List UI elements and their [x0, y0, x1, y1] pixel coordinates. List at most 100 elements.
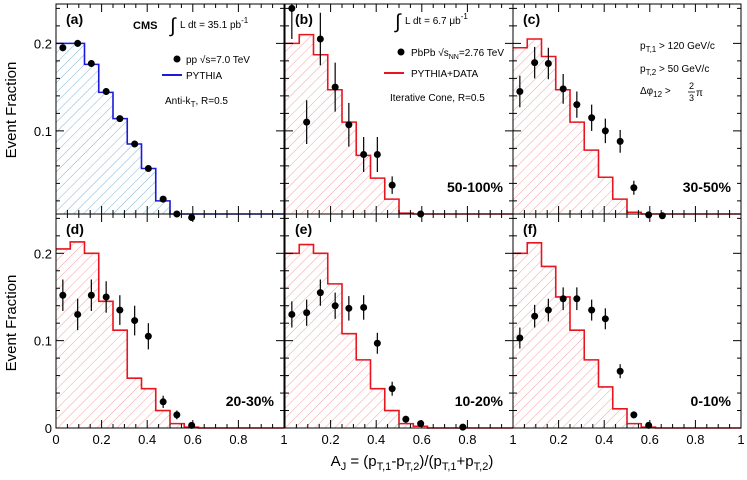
- algorithm-label-antikt: Anti-kT, R=0.5: [165, 96, 228, 109]
- x-tick-label: 0: [52, 432, 59, 447]
- x-tick-label: 1: [280, 432, 287, 447]
- mc-histogram-fill: [56, 43, 284, 214]
- x-tick-label: 0.2: [93, 432, 111, 447]
- annotations-panel-b: ∫ L dt = 6.7 μb-1 PbPb √sNN=2.76 TeV PYT…: [384, 11, 504, 104]
- data-point: [544, 306, 552, 314]
- centrality-label: 20-30%: [226, 393, 275, 409]
- mc-histogram-fill: [513, 242, 741, 428]
- data-point: [388, 181, 396, 189]
- cut-leading-jet-pt: pT,1 > 120 GeV/c: [640, 41, 715, 54]
- x-tick-label: 0.8: [229, 432, 247, 447]
- x-tick-label: 0.6: [184, 432, 202, 447]
- y-axis-label: Event Fraction: [3, 62, 20, 159]
- cut-delta-phi-fraction-den: 3: [689, 93, 694, 103]
- data-point: [303, 309, 311, 317]
- panel-label: (f): [523, 221, 537, 237]
- data-point: [331, 83, 339, 91]
- panel-a: 0.1 0.2 (a): [34, 3, 285, 221]
- data-point: [630, 184, 638, 192]
- y-tick-label: 0.2: [34, 36, 52, 51]
- data-point: [345, 121, 353, 129]
- data-point: [360, 303, 368, 311]
- data-point: [87, 60, 95, 67]
- data-point: [74, 310, 82, 318]
- data-point: [87, 291, 95, 299]
- panel-label: (b): [295, 11, 313, 27]
- data-point: [173, 411, 181, 419]
- x-tick-label: 0.6: [413, 432, 431, 447]
- data-point: [645, 211, 653, 219]
- data-point: [102, 293, 110, 301]
- legend-data-marker-pbpb: [397, 48, 405, 56]
- x-tick-label: 0.4: [138, 432, 156, 447]
- panel-e: 0.2 0.4 0.6 0.8 1 (e) 10-20%: [284, 213, 517, 447]
- data-point: [459, 423, 467, 431]
- panel-d: 0 0.1 0.2 0 0.2 0.4 0.6 0.8 1 (d) 20-30%: [34, 213, 288, 447]
- y-tick-label: 0.1: [34, 124, 52, 139]
- data-point: [144, 165, 152, 172]
- data-point: [516, 334, 524, 342]
- data-point: [131, 140, 139, 148]
- x-tick-label: 0.4: [367, 432, 385, 447]
- cut-delta-phi-pi: π: [696, 88, 703, 99]
- luminosity-label-pbpb: L dt = 6.7 μb-1: [405, 12, 468, 27]
- x-axis-title: AJ = (pT,1-pT,2)/(pT,1+pT,2): [331, 453, 494, 473]
- data-point: [388, 385, 396, 393]
- centrality-label: 50-100%: [447, 179, 504, 195]
- x-tick-label: 1: [509, 432, 516, 447]
- data-point: [373, 151, 381, 158]
- y-axis-label-top: Event Fraction: [3, 62, 20, 159]
- data-point: [559, 85, 567, 93]
- y-axis-label-bottom: Event Fraction: [3, 275, 20, 372]
- data-point: [616, 367, 624, 375]
- data-point: [360, 151, 368, 158]
- data-point: [74, 39, 82, 47]
- data-point: [601, 127, 609, 135]
- centrality-label: 10-20%: [455, 393, 504, 409]
- data-point: [159, 398, 167, 406]
- integral-sign: ∫: [169, 15, 177, 37]
- data-point: [345, 304, 353, 312]
- panel-c: (c) 30-50%: [512, 3, 742, 220]
- data-point: [559, 295, 567, 303]
- data-point: [588, 306, 596, 314]
- data-point: [373, 339, 381, 347]
- data-point: [188, 421, 196, 429]
- data-point: [531, 59, 539, 67]
- panel-label: (c): [523, 11, 540, 27]
- data-point: [531, 312, 539, 320]
- mc-histogram-fill: [56, 241, 284, 428]
- data-point: [288, 310, 296, 318]
- data-point: [316, 289, 324, 297]
- mc-histogram-fill: [513, 39, 741, 214]
- panel-f: 0.2 0.4 0.6 0.8 1 (f) 0-10%: [512, 213, 745, 447]
- data-point: [131, 317, 139, 325]
- panel-b: (b) 50-100%: [284, 3, 514, 218]
- annotations-panel-a: CMS ∫ L dt = 35.1 pb-1 pp √s=7.0 TeV PYT…: [133, 15, 250, 109]
- data-point: [159, 195, 167, 203]
- cut-subleading-jet-pt: pT,2 > 50 GeV/c: [640, 64, 709, 77]
- data-point: [516, 88, 524, 95]
- y-tick-label: 0.2: [34, 246, 52, 261]
- panel-label: (e): [295, 221, 312, 237]
- panel-label: (d): [66, 221, 84, 237]
- data-point: [630, 411, 638, 419]
- x-tick-label: 0.2: [550, 432, 568, 447]
- data-point: [616, 137, 624, 145]
- data-point: [658, 212, 666, 220]
- data-point: [144, 332, 152, 340]
- x-tick-label: 0.8: [458, 432, 476, 447]
- cut-delta-phi-fraction-num: 2: [689, 81, 694, 91]
- data-point: [331, 302, 339, 310]
- data-point: [544, 60, 552, 67]
- data-point: [573, 101, 581, 109]
- data-point: [59, 44, 67, 52]
- data-point: [288, 4, 296, 12]
- legend-data-marker-pp: [173, 55, 181, 63]
- cms-label: CMS: [133, 20, 157, 32]
- annotations-panel-c: pT,1 > 120 GeV/c pT,2 > 50 GeV/c Δφ12 > …: [640, 41, 715, 103]
- data-point: [601, 315, 609, 323]
- centrality-label: 30-50%: [683, 179, 732, 195]
- data-point: [402, 415, 410, 423]
